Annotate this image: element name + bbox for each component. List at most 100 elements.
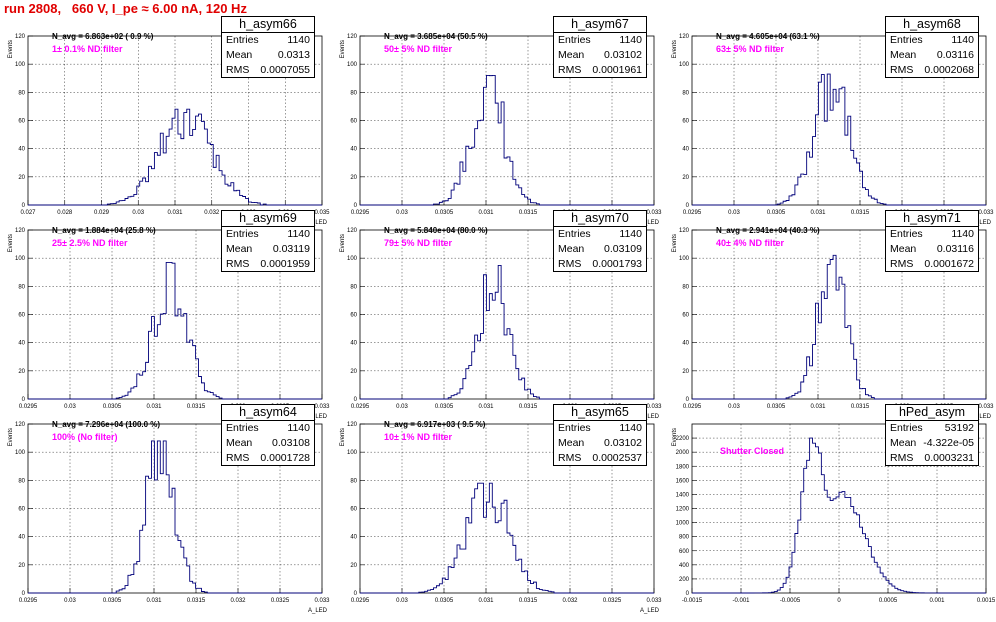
x-tick-label: 0.031 [146,404,162,410]
y-tick-label: 120 [347,422,358,428]
stats-value: 0.0001959 [260,258,310,270]
x-tick-label: 0.001 [929,598,945,604]
stats-value: 0.0313 [277,49,310,61]
y-tick-label: 40 [18,147,25,153]
navg-label: N_avg = 6.917e+03 ( 9.5 %) [384,420,486,429]
y-tick-label: 20 [682,175,689,181]
x-tick-label: 0.033 [978,404,994,410]
stats-key: Mean [558,437,585,449]
stats-key: Entries [226,422,259,434]
stats-value: 53192 [944,422,974,434]
stats-key: Mean [558,243,585,255]
y-tick-label: 0 [22,203,26,209]
histogram-line [28,440,322,594]
y-tick-label: 20 [350,175,357,181]
page-title: run 2808, 660 V, I_pe ≈ 6.00 nA, 120 Hz [4,1,247,16]
x-tick-label: 0.03 [396,404,408,410]
x-tick-label: 0.0295 [19,598,38,604]
y-tick-label: 40 [350,341,357,347]
x-tick-label: 0.032 [204,210,220,216]
x-tick-label: 0.0315 [187,598,206,604]
stats-key: Mean [558,49,585,61]
x-axis-title: A_LED [640,414,660,420]
y-tick-label: 80 [682,90,689,96]
x-tick-label: 0.031 [810,210,826,216]
x-tick-label: 0.029 [94,210,110,216]
y-axis-title: Events [672,40,678,58]
stats-row-entries: Entries 1140 [222,33,314,48]
y-tick-label: 120 [679,228,690,234]
histogram-name: h_asym66 [222,17,314,33]
x-tick-label: 0.033 [314,404,330,410]
panel-h_asym64: 0.0295 0.03 0.0305 0.031 0.0315 0.032 0.0325 0.… [0,404,332,615]
x-tick-label: 0.0295 [351,598,370,604]
stats-key: RMS [558,258,582,270]
stats-key: Entries [558,422,591,434]
y-tick-label: 0 [22,397,26,403]
histogram-line [28,261,322,400]
x-tick-label: 0.031 [478,598,494,604]
y-axis-title: Events [340,40,346,58]
filter-label: Shutter Closed [720,446,785,456]
stats-key: Entries [226,34,259,46]
stats-key: Entries [226,228,259,240]
x-axis-title: A_LED [308,220,328,226]
stats-value: 0.03116 [936,243,974,255]
stats-key: Entries [558,228,591,240]
y-tick-label: 40 [350,535,357,541]
stats-key: RMS [226,258,250,270]
x-tick-label: 0.0315 [519,598,538,604]
x-tick-label: 0.0295 [351,210,370,216]
x-tick-label: 0.033 [646,210,662,216]
stats-value: 1140 [951,228,974,240]
y-tick-label: 80 [350,90,357,96]
stats-value: 1140 [287,422,310,434]
x-tick-label: 0.0325 [603,598,622,604]
y-tick-label: 60 [18,119,25,125]
y-tick-label: 60 [350,507,357,513]
y-tick-label: 0 [686,591,690,597]
x-tick-label: 0.0015 [977,598,996,604]
stats-row-mean: Mean 0.03108 [222,436,314,451]
stats-value: 0.03109 [604,243,642,255]
x-axis-title: A_LED [308,414,328,420]
x-tick-label: 0.0295 [683,210,702,216]
stats-row-rms: RMS 0.0002537 [554,451,646,466]
y-tick-label: 100 [15,256,26,262]
x-tick-label: 0.031 [810,404,826,410]
x-tick-label: 0.03 [396,598,408,604]
chart-h_asym65: 0.0295 0.03 0.0305 0.031 0.0315 0.032 0.0325 0.… [340,422,662,614]
y-tick-label: 0 [22,591,26,597]
y-tick-label: 1200 [676,507,690,513]
x-tick-label: 0.0305 [103,598,122,604]
histogram-name: h_asym71 [886,211,978,227]
y-tick-label: 120 [679,34,690,40]
stats-value: 0.03102 [604,437,642,449]
stats-key: Entries [890,228,923,240]
x-tick-label: 0.033 [646,598,662,604]
chart-h_asym64: 0.0295 0.03 0.0305 0.031 0.0315 0.032 0.0325 0.… [8,422,330,614]
stats-key: Mean [890,243,917,255]
stats-row-rms: RMS 0.0003231 [886,451,978,466]
x-tick-label: 0.0295 [683,404,702,410]
y-tick-label: 120 [15,228,26,234]
x-tick-label: 0.03 [728,210,740,216]
x-tick-label: 0.0305 [103,404,122,410]
y-tick-label: 40 [682,147,689,153]
x-tick-label: -0.0005 [780,598,801,604]
histogram-name: h_asym70 [554,211,646,227]
stats-value: 1140 [619,422,642,434]
stats-row-rms: RMS 0.0001959 [222,257,314,272]
histogram-line [692,437,986,594]
x-axis-title: A_LED [308,608,328,614]
navg-label: N_avg = 6.863e+02 ( 0.9 %) [52,32,154,41]
stats-row-mean: Mean 0.03102 [554,48,646,63]
navg-label: N_avg = 7.296e+04 (100.0 %) [52,420,161,429]
stats-key: RMS [558,64,582,76]
y-tick-label: 1000 [676,521,690,527]
stats-row-entries: Entries 1140 [222,421,314,436]
stats-box: h_asym68 Entries 1140 Mean 0.03116 RMS 0.00020… [885,16,979,78]
x-tick-label: -0.0015 [682,598,703,604]
x-tick-label: 0.03 [64,404,76,410]
y-tick-label: 20 [18,563,25,569]
